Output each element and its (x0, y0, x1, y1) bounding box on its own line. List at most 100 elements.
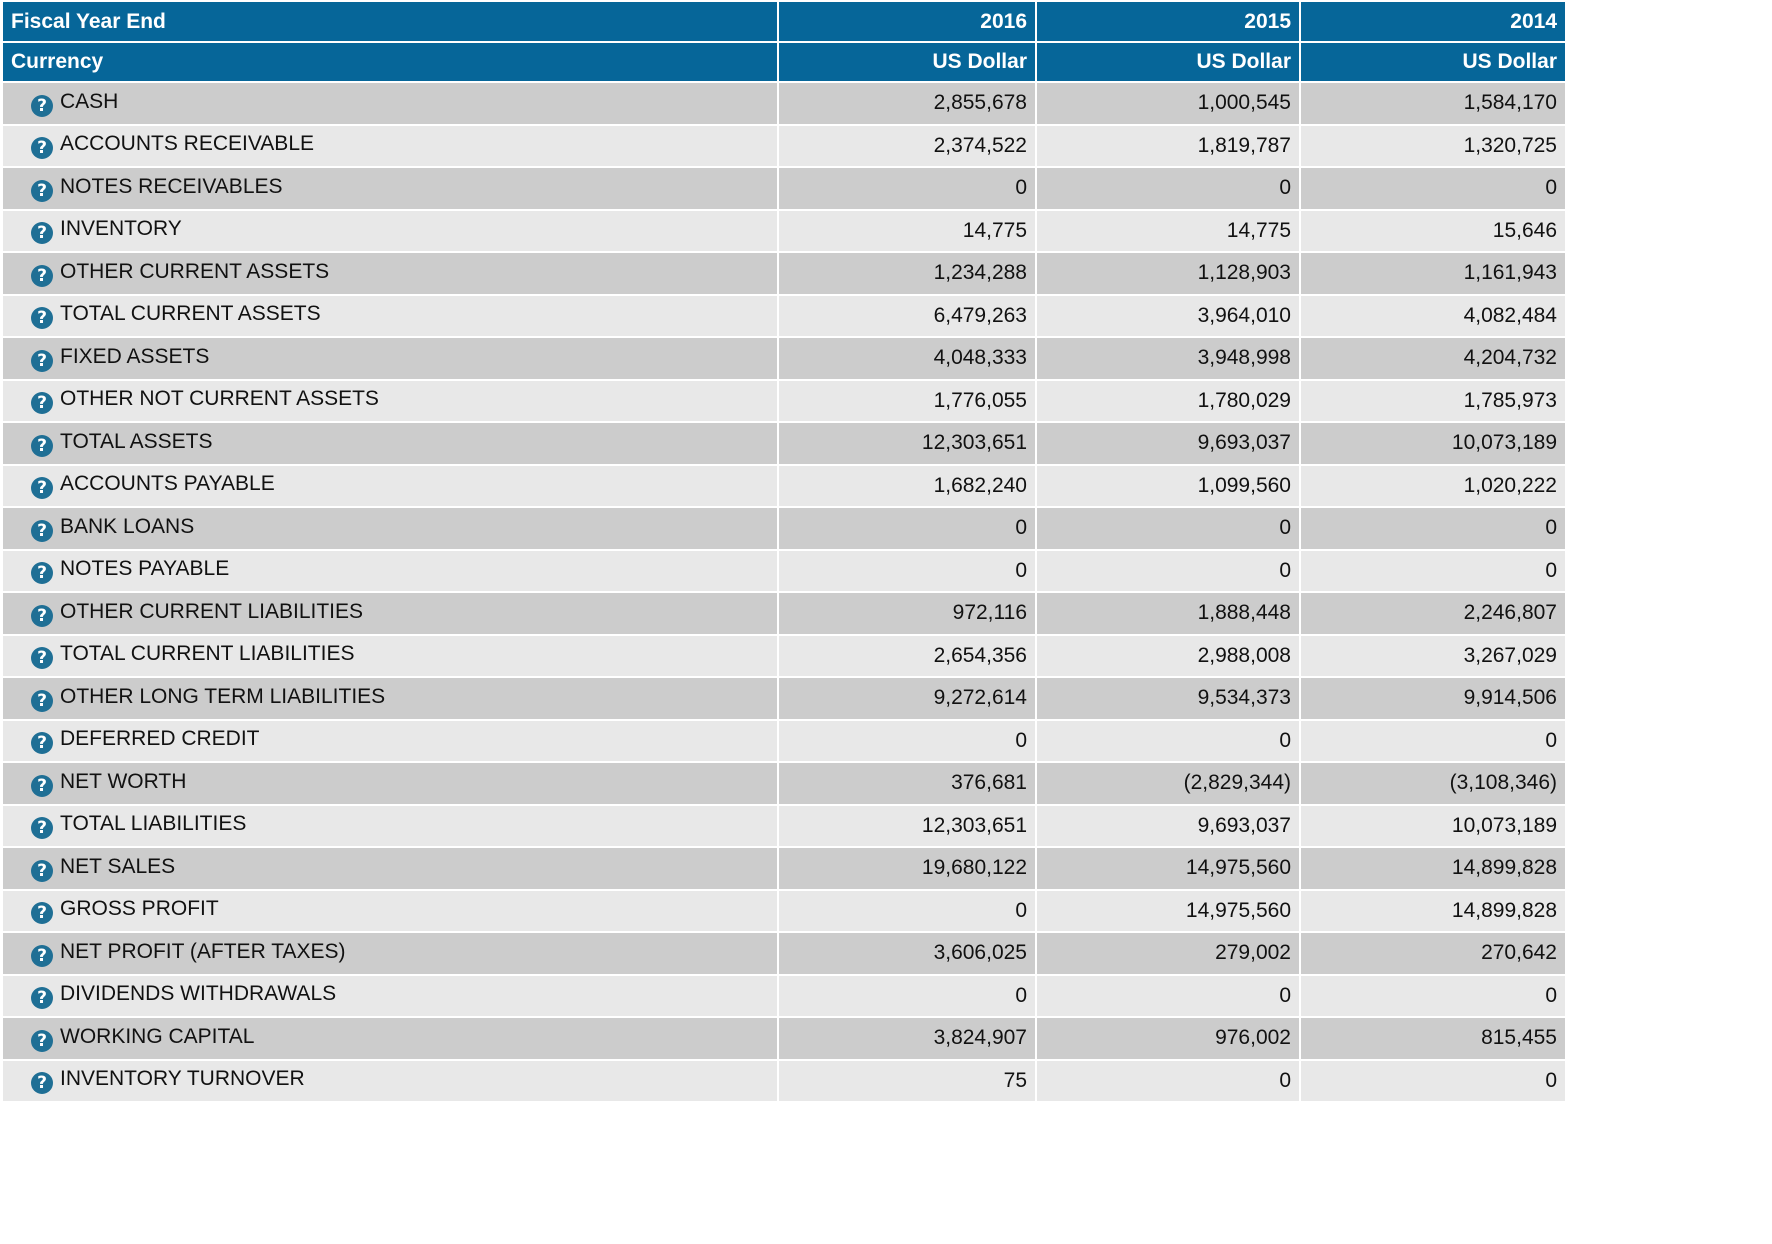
value-cell-2014: 270,642 (1300, 932, 1565, 976)
help-question-icon[interactable]: ? (31, 689, 53, 712)
help-question-icon[interactable]: ? (31, 817, 53, 840)
value-cell-2015: 3,948,998 (1036, 337, 1301, 381)
value-cell-2016: 14,775 (778, 209, 1037, 253)
help-question-icon[interactable]: ? (31, 1029, 53, 1052)
value-cell-2014: (3,108,346) (1300, 762, 1565, 806)
row-label-cell: ? ACCOUNTS RECEIVABLE (3, 124, 779, 168)
help-question-icon[interactable]: ? (31, 562, 53, 585)
value-cell-2014: 1,020,222 (1300, 464, 1565, 508)
value-cell-2015: 3,964,010 (1036, 294, 1301, 338)
table-row: ? WORKING CAPITAL 3,824,907 976,002 815,455 (3, 1017, 1565, 1061)
help-question-icon[interactable]: ? (31, 477, 53, 500)
value-cell-2016: 376,681 (778, 762, 1037, 806)
value-cell-2014: 0 (1300, 167, 1565, 211)
row-label-cell: ? WORKING CAPITAL (3, 1017, 779, 1061)
table-row: ? OTHER CURRENT LIABILITIES 972,116 1,888,4… (3, 592, 1565, 636)
fiscal-year-row: Fiscal Year End 2016 2015 2014 (3, 2, 1565, 43)
row-label-cell: ? DIVIDENDS WITHDRAWALS (3, 974, 779, 1018)
row-label-cell: ? NOTES PAYABLE (3, 549, 779, 593)
help-question-icon[interactable]: ? (31, 392, 53, 415)
row-label: NET PROFIT (AFTER TAXES) (60, 939, 346, 963)
row-label-cell: ? INVENTORY (3, 209, 779, 253)
row-label-cell: ? FIXED ASSETS (3, 337, 779, 381)
value-cell-2015: 279,002 (1036, 932, 1301, 976)
table-row: ? GROSS PROFIT 0 14,975,560 14,899,828 (3, 889, 1565, 933)
help-question-icon[interactable]: ? (31, 264, 53, 287)
help-question-icon[interactable]: ? (31, 179, 53, 202)
row-label: INVENTORY TURNOVER (60, 1067, 305, 1091)
row-label: OTHER NOT CURRENT ASSETS (60, 387, 379, 411)
year-header-2014: 2014 (1300, 2, 1565, 43)
help-question-icon[interactable]: ? (31, 94, 53, 117)
value-cell-2015: 14,975,560 (1036, 889, 1301, 933)
table-row: ? OTHER NOT CURRENT ASSETS 1,776,055 1,780,… (3, 379, 1565, 423)
value-cell-2015: 1,780,029 (1036, 379, 1301, 423)
help-question-icon[interactable]: ? (31, 307, 53, 330)
value-cell-2015: 1,000,545 (1036, 82, 1301, 126)
year-header-2015: 2015 (1036, 2, 1301, 43)
value-cell-2016: 12,303,651 (778, 804, 1037, 848)
help-question-icon[interactable]: ? (31, 647, 53, 670)
row-label-cell: ? OTHER LONG TERM LIABILITIES (3, 677, 779, 721)
table-row: ? INVENTORY TURNOVER 75 0 0 (3, 1059, 1565, 1103)
help-question-icon[interactable]: ? (31, 349, 53, 372)
value-cell-2016: 9,272,614 (778, 677, 1037, 721)
help-question-icon[interactable]: ? (31, 1072, 53, 1095)
value-cell-2015: 1,888,448 (1036, 592, 1301, 636)
row-label-cell: ? OTHER CURRENT LIABILITIES (3, 592, 779, 636)
help-question-icon[interactable]: ? (31, 774, 53, 797)
row-label: CASH (60, 89, 119, 113)
currency-header-2014: US Dollar (1300, 42, 1565, 83)
row-label-cell: ? OTHER CURRENT ASSETS (3, 252, 779, 296)
value-cell-2016: 972,116 (778, 592, 1037, 636)
row-label: OTHER CURRENT LIABILITIES (60, 599, 364, 623)
value-cell-2014: 0 (1300, 549, 1565, 593)
value-cell-2015: (2,829,344) (1036, 762, 1301, 806)
help-question-icon[interactable]: ? (31, 604, 53, 627)
table-row: ? BANK LOANS 0 0 0 (3, 507, 1565, 551)
row-label: GROSS PROFIT (60, 897, 219, 921)
row-label: WORKING CAPITAL (60, 1024, 255, 1048)
table-row: ? ACCOUNTS RECEIVABLE 2,374,522 1,819,787 1,… (3, 124, 1565, 168)
row-label: NET SALES (60, 854, 176, 878)
row-label: BANK LOANS (60, 514, 195, 538)
table-row: ? TOTAL ASSETS 12,303,651 9,693,037 10,073,1… (3, 422, 1565, 466)
value-cell-2015: 0 (1036, 719, 1301, 763)
value-cell-2015: 1,128,903 (1036, 252, 1301, 296)
value-cell-2015: 9,693,037 (1036, 804, 1301, 848)
table-row: ? DIVIDENDS WITHDRAWALS 0 0 0 (3, 974, 1565, 1018)
value-cell-2015: 9,693,037 (1036, 422, 1301, 466)
row-label: ACCOUNTS RECEIVABLE (60, 132, 314, 156)
value-cell-2016: 4,048,333 (778, 337, 1037, 381)
table-row: ? OTHER LONG TERM LIABILITIES 9,272,614 9,5… (3, 677, 1565, 721)
row-label: TOTAL ASSETS (60, 429, 213, 453)
value-cell-2014: 0 (1300, 974, 1565, 1018)
help-question-icon[interactable]: ? (31, 944, 53, 967)
value-cell-2016: 12,303,651 (778, 422, 1037, 466)
value-cell-2014: 0 (1300, 719, 1565, 763)
row-label-cell: ? OTHER NOT CURRENT ASSETS (3, 379, 779, 423)
help-question-icon[interactable]: ? (31, 902, 53, 925)
value-cell-2014: 815,455 (1300, 1017, 1565, 1061)
help-question-icon[interactable]: ? (31, 519, 53, 542)
table-row: ? ACCOUNTS PAYABLE 1,682,240 1,099,560 1,020… (3, 464, 1565, 508)
fiscal-year-label: Fiscal Year End (3, 2, 779, 43)
value-cell-2016: 2,374,522 (778, 124, 1037, 168)
help-question-icon[interactable]: ? (31, 434, 53, 457)
help-question-icon[interactable]: ? (31, 732, 53, 755)
table-row: ? FIXED ASSETS 4,048,333 3,948,998 4,204,732 (3, 337, 1565, 381)
value-cell-2014: 1,785,973 (1300, 379, 1565, 423)
help-question-icon[interactable]: ? (31, 137, 53, 160)
value-cell-2015: 14,975,560 (1036, 847, 1301, 891)
value-cell-2016: 0 (778, 719, 1037, 763)
value-cell-2014: 14,899,828 (1300, 847, 1565, 891)
help-question-icon[interactable]: ? (31, 987, 53, 1010)
row-label: DEFERRED CREDIT (60, 727, 260, 751)
value-cell-2015: 976,002 (1036, 1017, 1301, 1061)
table-row: ? TOTAL CURRENT LIABILITIES 2,654,356 2,988… (3, 634, 1565, 678)
row-label: FIXED ASSETS (60, 344, 210, 368)
help-question-icon[interactable]: ? (31, 222, 53, 245)
help-question-icon[interactable]: ? (31, 859, 53, 882)
row-label: DIVIDENDS WITHDRAWALS (60, 982, 337, 1006)
table-row: ? TOTAL LIABILITIES 12,303,651 9,693,037 10,… (3, 804, 1565, 848)
